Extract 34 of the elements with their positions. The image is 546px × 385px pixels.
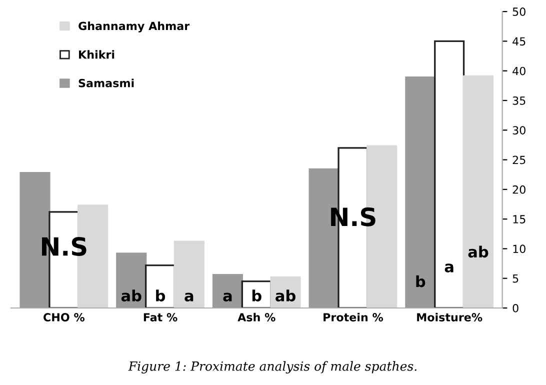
y-tick-label: 25 (512, 156, 526, 164)
bar (405, 76, 436, 308)
y-tick-label: 20 (512, 185, 526, 194)
data-label: a (444, 264, 454, 272)
bar (174, 240, 204, 308)
y-tick-label: 30 (512, 126, 526, 135)
x-tick-label: CHO % (44, 313, 85, 322)
data-label: a (223, 292, 232, 302)
legend-label: Samasmi (78, 78, 134, 88)
caption: Figure 1: Proximate analysis of male spathes. (128, 361, 416, 374)
data-label: b (416, 275, 426, 288)
y-tick-label: 10 (513, 244, 526, 254)
x-tick-label: Ash % (238, 312, 276, 322)
legend-label: Ghannamy Ahmar (78, 22, 190, 32)
y-tick-label: 5 (512, 274, 518, 283)
data-label: b (156, 290, 166, 302)
bar (434, 40, 465, 308)
data-label: ab (276, 290, 296, 302)
y-tick-label: 15 (513, 215, 526, 224)
y-tick-label: 35 (512, 96, 526, 105)
bar (212, 274, 243, 308)
data-label: b (252, 290, 262, 302)
x-tick-label: Fat % (144, 313, 178, 322)
x-tick-label: Moisture% (417, 312, 482, 322)
y-tick-label: 0 (512, 304, 518, 312)
data-label: ab (468, 246, 488, 258)
data-label: a (184, 292, 194, 302)
data-label: ab (121, 290, 142, 302)
y-tick-label: 45 (512, 37, 526, 46)
y-tick-label: 50 (512, 8, 526, 16)
bar (462, 75, 494, 308)
legend-label: Khikri (79, 50, 114, 59)
y-tick-label: 40 (512, 66, 526, 76)
x-tick-label: Protein % (324, 312, 384, 322)
